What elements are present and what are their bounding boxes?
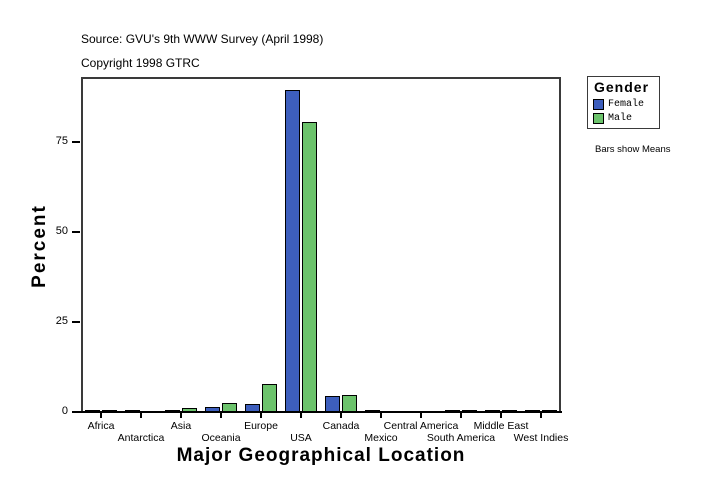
bar-female-oceania bbox=[205, 407, 220, 412]
legend-label-female: Female bbox=[608, 99, 645, 110]
x-tick bbox=[500, 412, 502, 418]
x-tick bbox=[220, 412, 222, 418]
x-tick-label: Antarctica bbox=[117, 432, 165, 444]
x-tick-label: Canada bbox=[322, 420, 360, 432]
y-axis-title: Percent bbox=[29, 204, 50, 288]
x-tick bbox=[100, 412, 102, 418]
x-tick-label: South America bbox=[426, 432, 496, 444]
legend: Gender Female Male bbox=[587, 76, 660, 129]
bar-male-south-america bbox=[462, 410, 477, 412]
y-tick bbox=[72, 411, 80, 413]
x-tick-label: Mexico bbox=[364, 432, 398, 444]
x-tick-label: Central America bbox=[383, 420, 459, 432]
source-text: Source: GVU's 9th WWW Survey (April 1998… bbox=[81, 32, 324, 46]
x-tick bbox=[140, 412, 142, 418]
x-axis-title: Major Geographical Location bbox=[176, 445, 466, 466]
bar-female-africa bbox=[85, 410, 100, 412]
copyright-text: Copyright 1998 GTRC bbox=[81, 56, 200, 70]
plot-area bbox=[81, 77, 561, 412]
bar-female-south-america bbox=[445, 410, 460, 412]
y-tick-label: 75 bbox=[55, 135, 68, 147]
bar-male-europe bbox=[262, 384, 277, 412]
x-tick bbox=[460, 412, 462, 418]
x-tick-label: USA bbox=[290, 432, 312, 444]
bar-female-middle-east bbox=[485, 410, 500, 412]
bar-female-canada bbox=[325, 396, 340, 412]
bar-female-europe bbox=[245, 404, 260, 412]
y-tick-label: 0 bbox=[61, 405, 68, 417]
bar-female-mexico bbox=[365, 410, 380, 412]
y-tick-label: 25 bbox=[55, 315, 68, 327]
bar-female-usa bbox=[285, 90, 300, 412]
legend-item-male: Male bbox=[593, 112, 632, 125]
female-swatch bbox=[593, 99, 604, 110]
bar-female-antarctica bbox=[125, 410, 140, 412]
x-tick bbox=[180, 412, 182, 418]
legend-item-female: Female bbox=[593, 98, 644, 111]
legend-title: Gender bbox=[594, 79, 650, 95]
bar-male-middle-east bbox=[502, 410, 517, 412]
bar-female-west-indies bbox=[525, 410, 540, 412]
bar-female-asia bbox=[165, 410, 180, 412]
y-tick bbox=[72, 321, 80, 323]
x-tick-label: Oceania bbox=[201, 432, 241, 444]
x-tick-label: Asia bbox=[170, 420, 192, 432]
bar-male-usa bbox=[302, 122, 317, 412]
y-tick bbox=[72, 231, 80, 233]
means-note: Bars show Means bbox=[595, 144, 671, 155]
y-tick bbox=[72, 141, 80, 143]
male-swatch bbox=[593, 113, 604, 124]
x-tick bbox=[380, 412, 382, 418]
x-tick-label: West Indies bbox=[513, 432, 569, 444]
x-tick bbox=[260, 412, 262, 418]
bar-male-africa bbox=[102, 410, 117, 412]
y-tick-label: 50 bbox=[55, 225, 68, 237]
legend-label-male: Male bbox=[608, 113, 633, 124]
x-tick-label: Middle East bbox=[473, 420, 529, 432]
x-tick bbox=[300, 412, 302, 418]
x-tick bbox=[540, 412, 542, 418]
bar-male-west-indies bbox=[542, 410, 557, 412]
x-tick bbox=[420, 412, 422, 418]
x-tick-label: Europe bbox=[244, 420, 278, 432]
bar-male-asia bbox=[182, 408, 197, 412]
x-axis-line bbox=[76, 411, 562, 413]
x-tick-label: Africa bbox=[87, 420, 115, 432]
x-tick bbox=[340, 412, 342, 418]
bar-male-oceania bbox=[222, 403, 237, 412]
bar-male-canada bbox=[342, 395, 357, 412]
